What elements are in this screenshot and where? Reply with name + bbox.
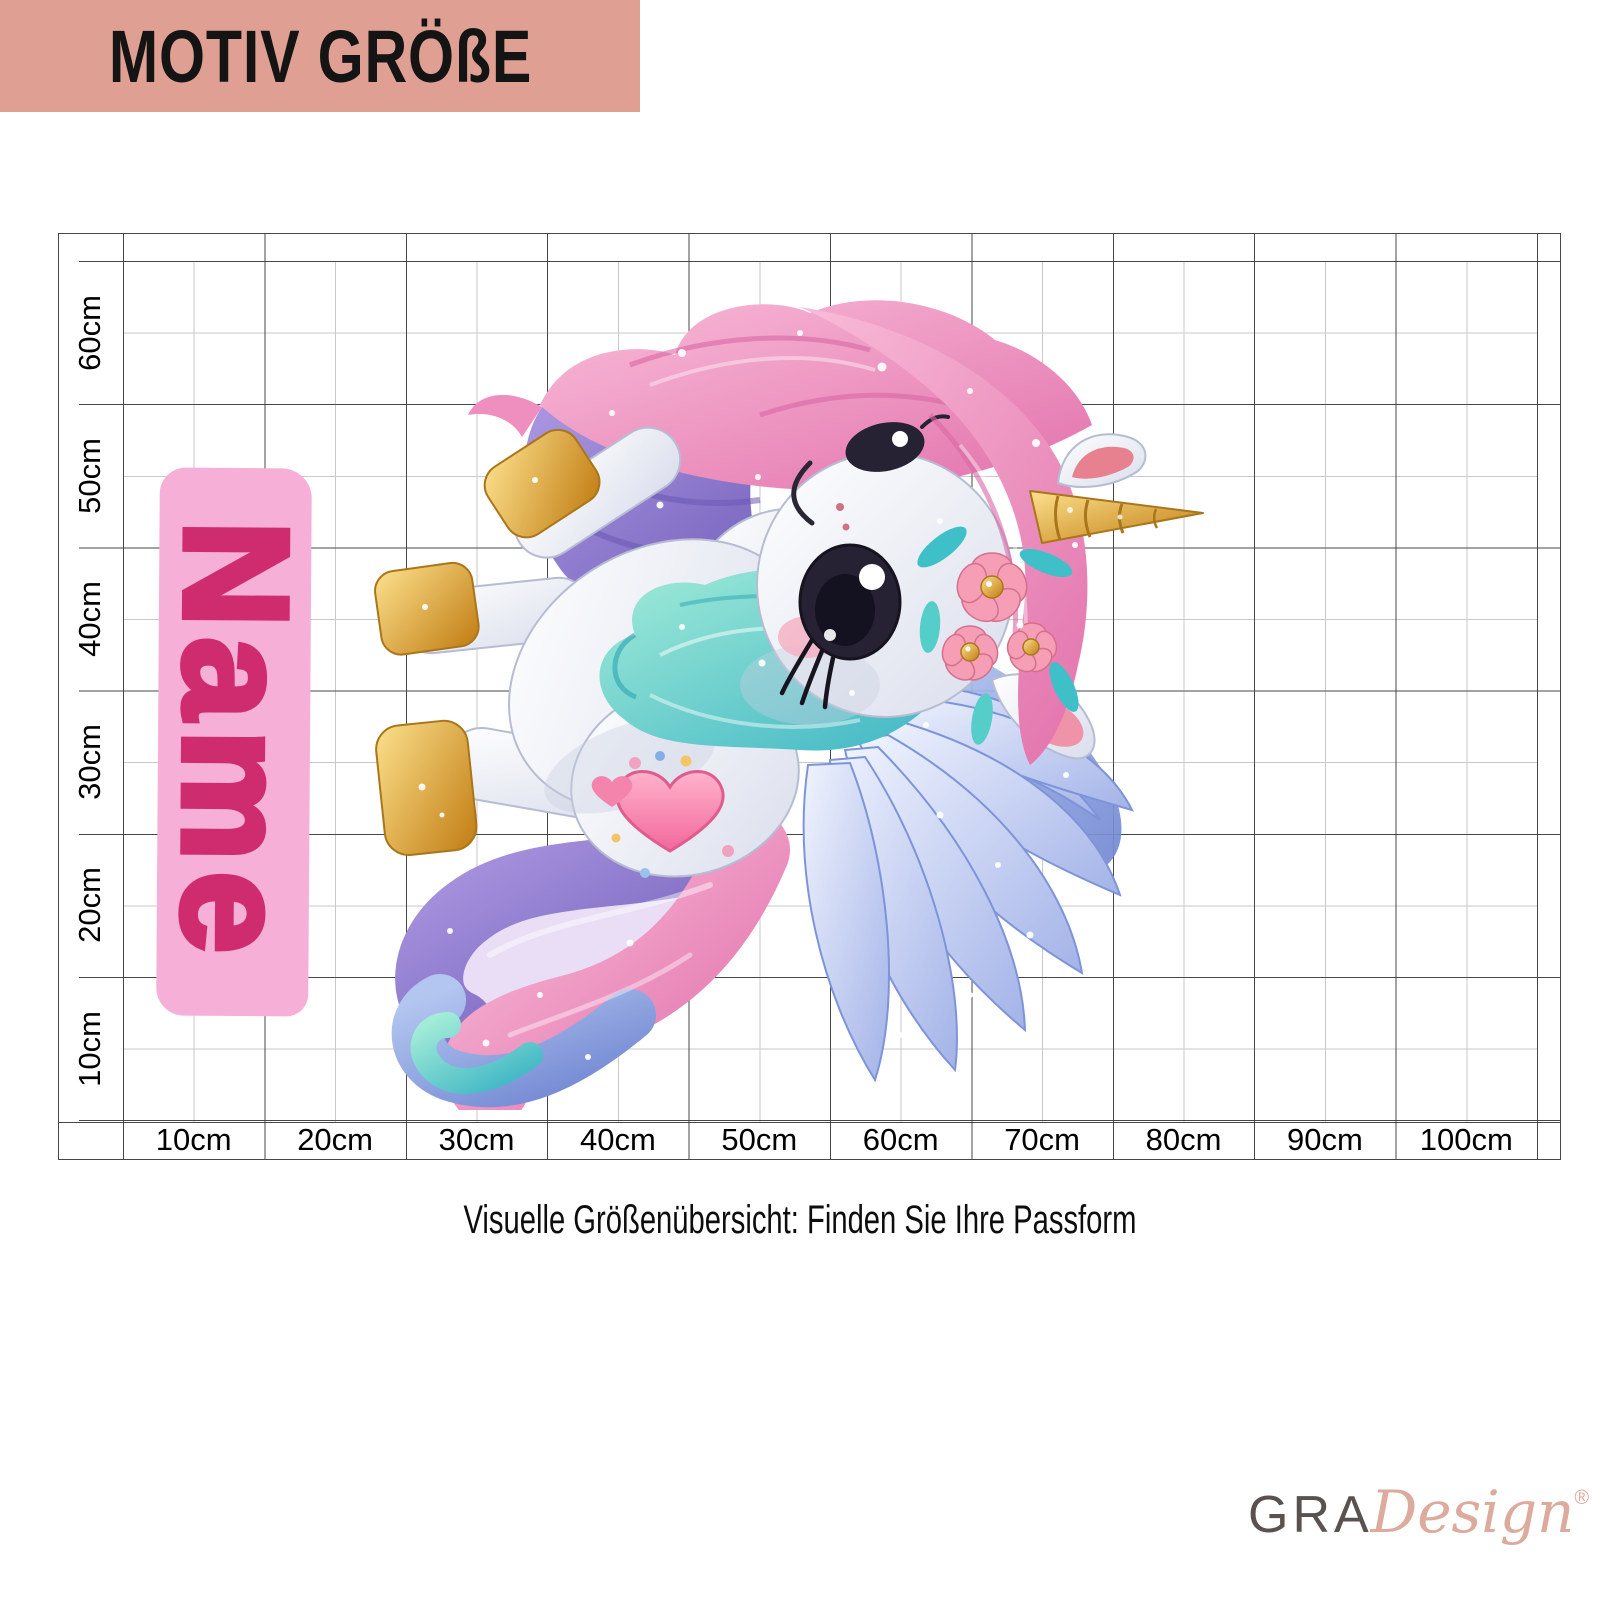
- x-axis-label: 60cm: [862, 1122, 939, 1157]
- x-axis-label: 100cm: [1419, 1122, 1513, 1157]
- brand-prefix: GRA: [1248, 1486, 1373, 1544]
- axis-band-separators: [123, 1122, 1538, 1159]
- sparkles: [418, 330, 1123, 1060]
- y-axis-label: 50cm: [72, 437, 107, 514]
- y-axis-label: 10cm: [72, 1010, 107, 1087]
- page-title: MOTIV GRÖßE: [108, 14, 532, 98]
- caption-text: Visuelle Größenübersicht: Finden Sie Ihr…: [463, 1198, 1137, 1242]
- x-axis-label: 30cm: [438, 1122, 515, 1157]
- y-axis-label: 20cm: [72, 867, 107, 944]
- x-axis-label: 70cm: [1004, 1122, 1080, 1157]
- unicorn-tail: [391, 810, 790, 1110]
- registered-mark-icon: ®: [1574, 1487, 1590, 1509]
- caption: Visuelle Größenübersicht: Finden Sie Ihr…: [0, 1198, 1600, 1243]
- brand-logo: GRADesign®: [1248, 1478, 1589, 1546]
- x-axis-label: 20cm: [297, 1122, 373, 1157]
- unicorn-heart-mark: [591, 751, 734, 878]
- y-axis-label: 30cm: [72, 724, 107, 801]
- unicorn-ear: [1056, 433, 1147, 488]
- x-axis-label: 50cm: [721, 1122, 798, 1157]
- unicorn-flowers: [917, 526, 1079, 745]
- x-axis-label: 10cm: [155, 1122, 232, 1157]
- x-axis-label: 40cm: [579, 1122, 656, 1157]
- unicorn-wings: [802, 685, 1134, 1083]
- name-banner: Name: [147, 467, 322, 1017]
- grid-ticks-left: [79, 261, 123, 1122]
- header-banner: MOTIV GRÖßE: [0, 0, 640, 112]
- x-axis-label: 80cm: [1145, 1122, 1222, 1157]
- grid-ticks-right: [1538, 261, 1560, 1122]
- unicorn-illustration: [374, 300, 1204, 1110]
- name-label: Name: [147, 517, 321, 967]
- brand-suffix: Design: [1370, 1478, 1575, 1546]
- y-axis-label: 60cm: [72, 294, 107, 371]
- y-axis-label: 40cm: [72, 581, 107, 657]
- x-axis-label: 90cm: [1286, 1122, 1363, 1157]
- unicorn-horn: [1029, 490, 1204, 544]
- grid-top-strip: [123, 234, 1538, 261]
